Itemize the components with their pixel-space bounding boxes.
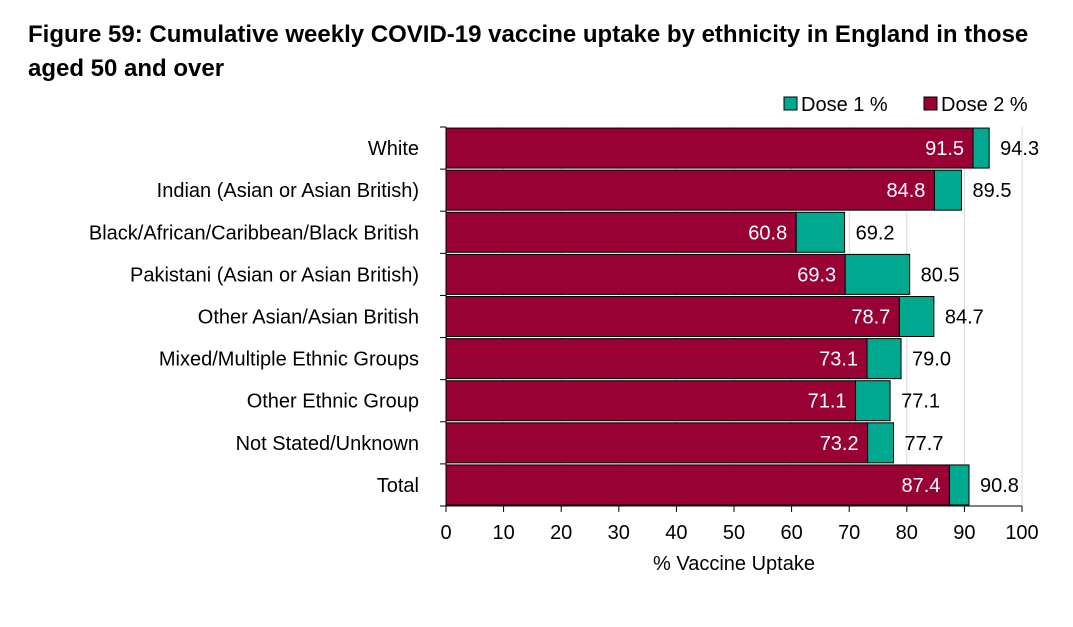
category-label: Mixed/Multiple Ethnic Groups bbox=[159, 349, 419, 371]
bar-dose1 bbox=[795, 211, 846, 253]
bar-dose2 bbox=[445, 464, 950, 506]
data-label-dose2: 91.5 bbox=[925, 138, 964, 160]
legend-label-dose2: Dose 2 % bbox=[941, 94, 1028, 116]
data-label-dose2: 69.3 bbox=[797, 264, 836, 286]
bar-dose1 bbox=[972, 127, 990, 169]
category-label: Pakistani (Asian or Asian British) bbox=[130, 264, 419, 286]
category-label: Other Ethnic Group bbox=[247, 391, 419, 413]
bars bbox=[445, 127, 990, 506]
bar-dose2 bbox=[445, 422, 869, 464]
data-labels: 91.5 94.3 84.8 89.5 60.8 69.2 69.3 80.5 78.7 84.7… bbox=[748, 138, 1039, 497]
legend-swatch-dose2 bbox=[923, 96, 938, 111]
data-label-dose2: 73.2 bbox=[820, 433, 859, 455]
x-tick-label: 50 bbox=[723, 522, 745, 544]
category-label: Indian (Asian or Asian British) bbox=[157, 180, 419, 202]
legend-swatch-dose1 bbox=[783, 96, 798, 111]
data-label-dose1: 77.1 bbox=[901, 391, 940, 413]
category-label: Other Asian/Asian British bbox=[198, 307, 419, 329]
data-label-dose1: 94.3 bbox=[1000, 138, 1039, 160]
bar-dose2 bbox=[445, 296, 900, 337]
x-axis-title: % Vaccine Uptake bbox=[653, 553, 815, 575]
data-label-dose2: 78.7 bbox=[851, 307, 890, 329]
x-tick-label: 70 bbox=[838, 522, 860, 544]
data-label-dose2: 60.8 bbox=[748, 222, 787, 244]
bar-dose1 bbox=[866, 338, 902, 380]
data-label-dose1: 77.7 bbox=[905, 433, 944, 455]
bar-dose2 bbox=[445, 211, 797, 253]
bar-dose1 bbox=[855, 380, 891, 422]
axes: White Indian (Asian or Asian British) Blac… bbox=[89, 126, 1039, 575]
x-tick-label: 10 bbox=[492, 522, 514, 544]
bar-dose2 bbox=[445, 169, 935, 211]
data-label-dose1: 69.2 bbox=[856, 222, 895, 244]
data-label-dose2: 73.1 bbox=[819, 349, 858, 371]
category-label: White bbox=[368, 138, 419, 160]
category-label: Total bbox=[377, 475, 419, 497]
bar-dose1 bbox=[867, 422, 895, 464]
bar-dose2 bbox=[445, 338, 868, 380]
category-label: Not Stated/Unknown bbox=[236, 433, 419, 455]
x-tick-label: 80 bbox=[896, 522, 918, 544]
bar-dose1 bbox=[844, 253, 911, 295]
data-label-dose1: 79.0 bbox=[912, 349, 951, 371]
data-label-dose2: 84.8 bbox=[887, 180, 926, 202]
category-label: Black/African/Caribbean/Black British bbox=[89, 222, 419, 244]
data-label-dose1: 80.5 bbox=[921, 264, 960, 286]
bar-dose1 bbox=[933, 169, 963, 211]
bar-dose2 bbox=[445, 127, 974, 169]
legend: Dose 1 % Dose 2 % bbox=[783, 94, 1028, 116]
x-tick-label: 30 bbox=[608, 522, 630, 544]
data-label-dose1: 89.5 bbox=[973, 180, 1012, 202]
data-label-dose1: 84.7 bbox=[945, 307, 984, 329]
bar-dose2 bbox=[445, 253, 846, 295]
legend-label-dose1: Dose 1 % bbox=[801, 94, 888, 116]
data-label-dose2: 71.1 bbox=[808, 391, 847, 413]
data-label-dose2: 87.4 bbox=[901, 475, 940, 497]
x-tick-label: 0 bbox=[440, 522, 451, 544]
x-tick-label: 90 bbox=[953, 522, 975, 544]
x-tick-label: 20 bbox=[550, 522, 572, 544]
bar-dose1 bbox=[948, 464, 970, 506]
figure-title: Figure 59: Cumulative weekly COVID-19 va… bbox=[28, 21, 1029, 82]
bar-dose1 bbox=[898, 296, 935, 337]
bar-dose2 bbox=[445, 380, 857, 422]
x-tick-label: 100 bbox=[1005, 522, 1038, 544]
x-tick-label: 40 bbox=[665, 522, 687, 544]
data-label-dose1: 90.8 bbox=[980, 475, 1019, 497]
x-tick-label: 60 bbox=[780, 522, 802, 544]
